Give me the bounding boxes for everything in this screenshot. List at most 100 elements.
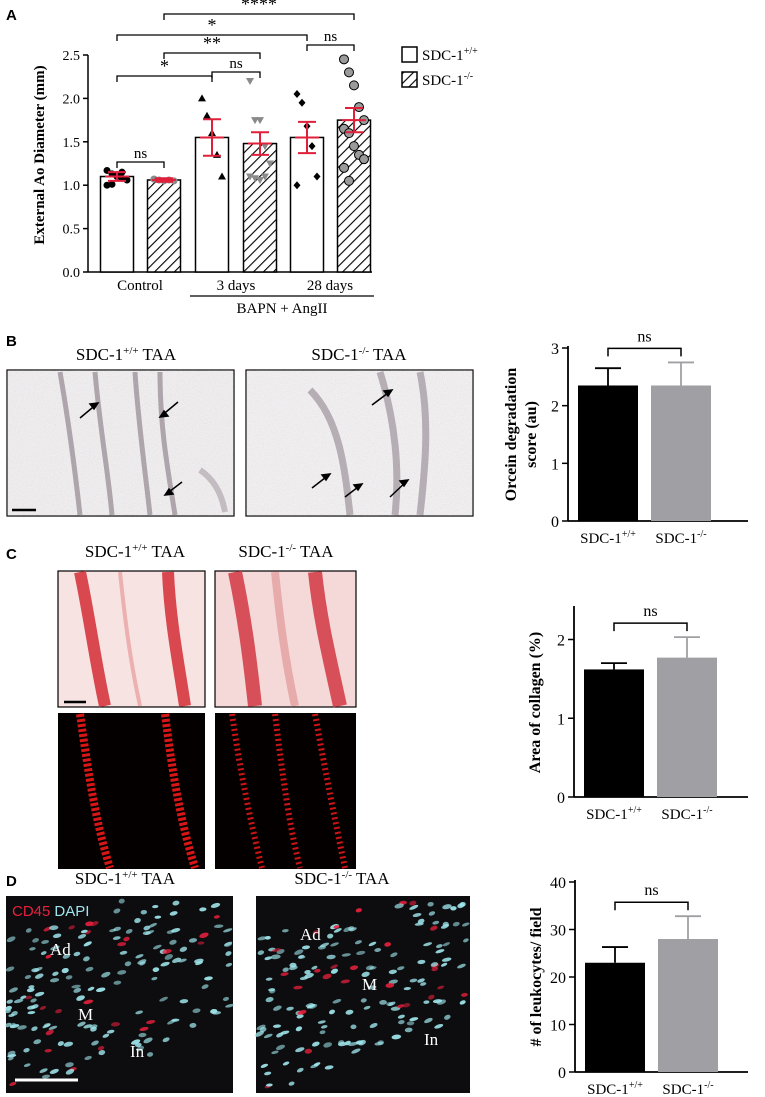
nucleus <box>169 911 178 916</box>
nucleus <box>137 959 147 965</box>
collagen-wt-fibers <box>74 570 191 708</box>
nucleus <box>270 954 281 960</box>
nucleus <box>49 1068 59 1074</box>
panelC-xtick-label: SDC-1-/- <box>661 805 712 823</box>
nucleus <box>95 987 106 993</box>
nucleus <box>83 999 94 1005</box>
nucleus <box>28 985 35 989</box>
nucleus <box>460 992 468 997</box>
nucleus <box>310 1063 319 1069</box>
chart-c: 0 1 2 Area of collagen (%) SDC-1+/+ SDC-1-/- n… <box>527 603 748 823</box>
nucleus <box>83 941 92 947</box>
panelB-bar-1 <box>651 385 711 521</box>
nucleus <box>102 1033 110 1038</box>
nucleus <box>304 969 311 975</box>
nucleus <box>330 964 338 969</box>
nucleus <box>87 986 95 991</box>
legend-swatch-wt <box>401 46 418 63</box>
nucleus <box>80 929 88 934</box>
nucleus <box>134 917 141 924</box>
nucleus <box>341 953 351 957</box>
nucleus <box>65 975 73 980</box>
chart-a-ytick-label: 0.5 <box>63 223 81 238</box>
nucleus <box>452 921 460 927</box>
image-b-left-title: SDC-1+/+ TAA <box>76 345 177 364</box>
nucleus <box>65 1068 75 1075</box>
significance-label: ns <box>324 29 338 45</box>
nucleus <box>41 940 50 944</box>
orcein-ko-fibers <box>307 370 430 516</box>
nucleus <box>152 944 162 950</box>
nucleus <box>179 999 189 1004</box>
nucleus <box>437 985 445 990</box>
chart-a-ytick-label: 1.5 <box>63 136 81 151</box>
nucleus <box>312 930 320 935</box>
nucleus <box>151 976 158 981</box>
nucleus <box>44 1049 52 1053</box>
nucleus <box>49 925 59 931</box>
legend-label-wt: SDC-1+/+ <box>422 46 478 64</box>
nucleus <box>420 982 427 986</box>
nucleus <box>461 922 470 927</box>
bar-ko-0 <box>146 179 182 273</box>
chart-a-group-label: 3 days <box>217 278 256 294</box>
nucleus <box>25 928 32 933</box>
significance-label: * <box>160 56 169 76</box>
panelB-ylabel: Orcein degradation <box>503 368 520 502</box>
nucleus <box>273 1005 282 1011</box>
nucleus <box>20 995 27 1000</box>
nucleus <box>282 967 289 972</box>
data-point <box>198 94 206 102</box>
nucleus <box>264 956 272 961</box>
panel-b-images: SDC-1+/+ TAA SDC-1-/- TAA <box>6 345 474 517</box>
significance-label: ns <box>134 146 148 162</box>
nucleus <box>442 942 450 947</box>
nucleus <box>409 904 419 910</box>
nucleus <box>355 908 362 913</box>
chart-a-ytick-label: 2.0 <box>63 92 81 107</box>
nucleus <box>39 1005 47 1010</box>
nucleus <box>140 909 148 915</box>
nucleus <box>301 945 311 950</box>
nucleus <box>223 928 233 933</box>
nucleus <box>145 930 155 935</box>
nucleus <box>385 983 395 988</box>
nucleus <box>210 902 221 908</box>
panelC-ytick-label: 2 <box>557 633 565 650</box>
nucleus <box>397 1004 405 1009</box>
nucleus <box>442 921 449 927</box>
nucleus <box>345 1009 354 1015</box>
fluor-ko-fibers <box>229 713 348 869</box>
panelB-xtick-label: SDC-1+/+ <box>580 529 636 547</box>
nucleus <box>296 1014 304 1019</box>
panelB-ytick-label: 0 <box>551 514 559 531</box>
nucleus <box>457 963 466 969</box>
nucleus <box>430 925 438 931</box>
nucleus <box>402 1003 411 1008</box>
nucleus <box>417 918 425 924</box>
nucleus <box>323 1042 333 1048</box>
nucleus <box>360 998 367 1003</box>
data-point <box>349 141 359 152</box>
nucleus <box>349 965 359 970</box>
data-point <box>344 175 354 186</box>
nucleus <box>409 900 417 906</box>
nucleus <box>5 1005 12 1011</box>
nucleus <box>164 954 173 960</box>
stain-label: CD45 DAPI <box>12 903 89 920</box>
nucleus <box>106 1029 115 1034</box>
collagen-ko-fibers <box>228 570 347 708</box>
nucleus <box>112 936 121 940</box>
data-point <box>349 80 359 91</box>
nucleus <box>213 924 224 929</box>
chart-a-group-label: Control <box>117 278 163 294</box>
bar-wt-1 <box>194 136 230 273</box>
data-point <box>203 111 211 119</box>
orcein-wt-fibers <box>57 371 178 516</box>
micrograph-orcein-wt-texture <box>7 370 234 516</box>
nucleus <box>304 1048 313 1054</box>
nucleus <box>391 1034 402 1040</box>
label-intima-ko: In <box>424 1030 439 1049</box>
nucleus <box>463 938 469 943</box>
nucleus <box>148 922 157 928</box>
